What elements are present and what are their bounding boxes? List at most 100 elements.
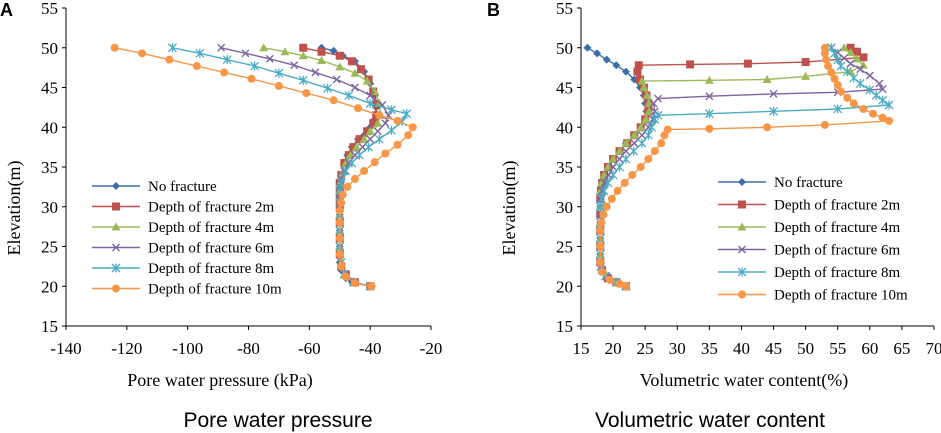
data-point — [650, 147, 659, 156]
legend-marker — [738, 245, 746, 254]
data-point — [364, 142, 374, 152]
legend-marker — [112, 243, 120, 252]
data-point — [241, 49, 250, 58]
panel-b-caption: Volumetric water content — [595, 409, 825, 432]
data-point — [402, 109, 412, 119]
data-point — [222, 55, 232, 65]
panel-a-letter: A — [0, 0, 13, 20]
data-point — [705, 92, 714, 101]
data-point — [349, 143, 358, 152]
data-point — [370, 158, 379, 167]
data-point — [885, 116, 894, 125]
data-point — [636, 163, 645, 171]
data-point — [621, 282, 630, 291]
data-point — [769, 89, 778, 98]
data-point — [350, 83, 359, 92]
x-tick-label: 25 — [637, 339, 654, 358]
legend-label: Depth of fracture 8m — [774, 265, 901, 281]
data-point — [404, 131, 413, 140]
legend-entry: Depth of fracture 4m — [92, 220, 275, 236]
x-tick-label: 55 — [829, 339, 846, 358]
data-point — [642, 90, 652, 99]
data-point — [629, 146, 639, 156]
data-point — [660, 131, 669, 140]
data-point — [650, 114, 660, 124]
data-point — [609, 163, 618, 171]
x-tick-label: -120 — [111, 339, 142, 358]
panel-b-tick-labels: 15 20 25 30 35 40 45 50 55 15 20 25 30 35 40 45 50 55 60 65… — [556, 0, 941, 358]
data-point — [647, 122, 657, 132]
data-point — [637, 131, 646, 140]
data-point — [636, 75, 645, 84]
data-point — [846, 59, 855, 68]
data-point — [596, 258, 605, 267]
legend-label: Depth of fracture 2m — [148, 200, 275, 216]
y-tick-label: 20 — [41, 277, 58, 296]
data-point — [366, 135, 375, 144]
data-point — [633, 67, 642, 76]
data-point — [344, 90, 354, 100]
data-point — [603, 178, 613, 188]
data-point — [357, 65, 366, 74]
x-tick-label: 20 — [605, 339, 622, 358]
legend-entry: Depth of fracture 8m — [718, 265, 901, 281]
data-point — [323, 83, 333, 93]
data-point — [628, 170, 637, 179]
data-point — [351, 142, 361, 151]
data-point — [250, 61, 260, 71]
data-point — [347, 57, 356, 66]
x-tick-label: 40 — [733, 339, 750, 358]
legend-label: Depth of fracture 2m — [774, 198, 901, 214]
panel-b: B 15 20 25 30 35 40 45 50 55 15 20 25 30 35 40 45 50 55 60… — [487, 0, 941, 432]
data-point — [820, 49, 829, 58]
data-point — [247, 74, 256, 83]
data-point — [840, 54, 849, 63]
data-point — [372, 99, 381, 108]
data-point — [317, 55, 326, 64]
data-point — [801, 58, 810, 67]
data-point — [220, 68, 229, 77]
data-point — [608, 154, 618, 163]
legend-marker — [737, 267, 747, 277]
data-point — [340, 166, 349, 175]
y-tick-label: 30 — [556, 198, 573, 217]
legend-label: Depth of fracture 10m — [148, 282, 282, 298]
y-tick-label: 40 — [41, 118, 58, 137]
data-point — [846, 43, 855, 52]
y-tick-label: 45 — [556, 79, 573, 98]
data-point — [822, 55, 831, 64]
legend-marker — [112, 284, 120, 293]
y-tick-label: 55 — [556, 0, 573, 18]
data-point — [332, 75, 341, 84]
data-point — [362, 76, 372, 85]
data-point — [393, 140, 402, 149]
y-tick-label: 55 — [41, 0, 58, 18]
legend-label: Depth of fracture 6m — [148, 241, 275, 257]
data-point — [637, 76, 647, 85]
data-point — [636, 122, 646, 131]
legend-entry: No fracture — [718, 175, 843, 191]
legend-label: No fracture — [148, 179, 217, 195]
data-point — [686, 60, 695, 69]
data-point — [110, 43, 119, 52]
data-point — [335, 218, 344, 227]
x-tick-label: 50 — [797, 339, 814, 358]
data-point — [265, 54, 274, 63]
x-tick-label: 35 — [701, 339, 718, 358]
legend-label: No fracture — [774, 175, 843, 191]
data-point — [335, 206, 344, 215]
data-point — [833, 81, 842, 90]
data-point — [852, 47, 861, 56]
data-point — [335, 234, 344, 243]
data-point — [763, 123, 772, 132]
y-tick-label: 15 — [41, 317, 58, 336]
data-point — [820, 43, 829, 52]
data-point — [608, 170, 618, 180]
data-point — [386, 125, 396, 135]
data-point — [820, 120, 829, 129]
data-point — [849, 73, 859, 83]
data-point — [621, 154, 631, 164]
x-tick-label: 45 — [765, 339, 782, 358]
legend-marker — [737, 222, 747, 231]
